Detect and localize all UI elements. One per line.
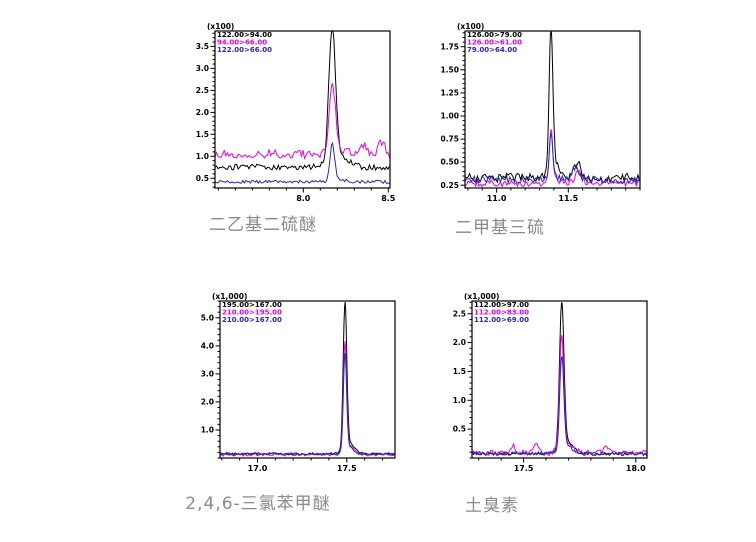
svg-text:1.75: 1.75 <box>440 42 459 51</box>
svg-text:0.5: 0.5 <box>453 425 466 434</box>
svg-text:210.00>195.00: 210.00>195.00 <box>222 309 282 317</box>
svg-text:126.00>61.00: 126.00>61.00 <box>467 39 522 47</box>
svg-text:17.0: 17.0 <box>248 464 268 473</box>
svg-text:2.0: 2.0 <box>201 398 214 407</box>
svg-text:18.0: 18.0 <box>626 464 646 473</box>
svg-text:2.0: 2.0 <box>453 338 466 347</box>
svg-text:126.00>79.00: 126.00>79.00 <box>467 31 522 39</box>
chart-caption-diethyl-disulfide: 二乙基二硫醚 <box>209 215 317 235</box>
svg-text:1.5: 1.5 <box>453 367 466 376</box>
svg-text:94.00>66.00: 94.00>66.00 <box>217 39 267 47</box>
svg-text:2.0: 2.0 <box>196 108 209 117</box>
svg-text:122.00>66.00: 122.00>66.00 <box>217 46 272 54</box>
svg-text:3.0: 3.0 <box>201 370 214 379</box>
svg-text:(x1,000): (x1,000) <box>212 292 247 301</box>
chart-panel-diethyl-disulfide: 0.5 1.0 1.5 2.0 2.5 3.0 3.5 8.0 8.5 (x100) 122.00>… <box>175 21 405 211</box>
svg-text:(x1,000): (x1,000) <box>464 292 499 301</box>
svg-text:0.75: 0.75 <box>440 135 459 144</box>
chart-caption-geosmin: 土臭素 <box>465 496 519 516</box>
svg-text:1.00: 1.00 <box>440 112 459 121</box>
svg-text:1.0: 1.0 <box>201 426 214 435</box>
svg-text:0.5: 0.5 <box>196 174 209 183</box>
svg-text:195.00>167.00: 195.00>167.00 <box>222 301 282 309</box>
svg-text:210.00>167.00: 210.00>167.00 <box>222 316 282 324</box>
svg-text:1.50: 1.50 <box>440 65 459 74</box>
svg-text:5.0: 5.0 <box>201 313 214 322</box>
svg-text:11.5: 11.5 <box>558 194 578 203</box>
chromatogram-geosmin: 0.5 1.0 1.5 2.0 2.5 17.5 18.0 (x1,000)112.00>97… <box>453 292 648 473</box>
svg-text:122.00>94.00: 122.00>94.00 <box>217 31 272 39</box>
chart-panel-geosmin: 0.5 1.0 1.5 2.0 2.5 17.5 18.0 (x1,000) 112.00>97… <box>432 291 662 481</box>
svg-text:1.25: 1.25 <box>440 89 459 98</box>
svg-text:1.0: 1.0 <box>196 152 209 161</box>
svg-text:1.0: 1.0 <box>453 396 466 405</box>
svg-text:11.0: 11.0 <box>487 194 507 203</box>
svg-text:2.5: 2.5 <box>196 86 209 95</box>
svg-text:0.50: 0.50 <box>440 158 459 167</box>
chromatogram-trichloroanisole: 1.0 2.0 3.0 4.0 5.0 17.0 17.5 (x1,000)195.00>16… <box>201 292 396 473</box>
svg-text:8.0: 8.0 <box>296 194 311 203</box>
chart-caption-trichloroanisole: 2,4,6-三氯苯甲醚 <box>185 494 331 514</box>
svg-text:17.5: 17.5 <box>514 464 534 473</box>
svg-text:(x100): (x100) <box>207 22 234 31</box>
svg-text:112.00>69.00: 112.00>69.00 <box>474 316 529 324</box>
svg-text:79.00>64.00: 79.00>64.00 <box>467 46 517 54</box>
svg-text:2.5: 2.5 <box>453 309 466 318</box>
chromatogram-diethyl-disulfide: 0.51.01.52.02.53.03.58.0 8.5(x100)122.00>… <box>196 22 396 203</box>
svg-text:112.00>83.00: 112.00>83.00 <box>474 309 529 317</box>
chart-panel-dimethyl-trisulfide: 0.25 0.50 0.75 1.00 1.25 1.50 1.75 11.0 11.5 (x10… <box>425 21 655 211</box>
svg-text:17.5: 17.5 <box>337 464 357 473</box>
svg-text:3.0: 3.0 <box>196 64 209 73</box>
chromatogram-dimethyl-trisulfide: 0.25 0.50 0.75 1.00 1.25 1.50 1.75 11.0 11.5 (x10… <box>440 22 641 203</box>
svg-text:8.5: 8.5 <box>381 194 396 203</box>
svg-text:1.5: 1.5 <box>196 130 209 139</box>
svg-text:0.25: 0.25 <box>440 181 459 190</box>
svg-text:4.0: 4.0 <box>201 342 214 351</box>
chart-caption-dimethyl-trisulfide: 二甲基三硫 <box>455 218 545 238</box>
svg-text:(x100): (x100) <box>457 22 484 31</box>
svg-text:3.5: 3.5 <box>196 42 209 51</box>
chart-panel-trichloroanisole: 1.0 2.0 3.0 4.0 5.0 17.0 17.5 (x1,000) 195.00>16… <box>180 291 410 481</box>
svg-text:112.00>97.00: 112.00>97.00 <box>474 301 529 309</box>
